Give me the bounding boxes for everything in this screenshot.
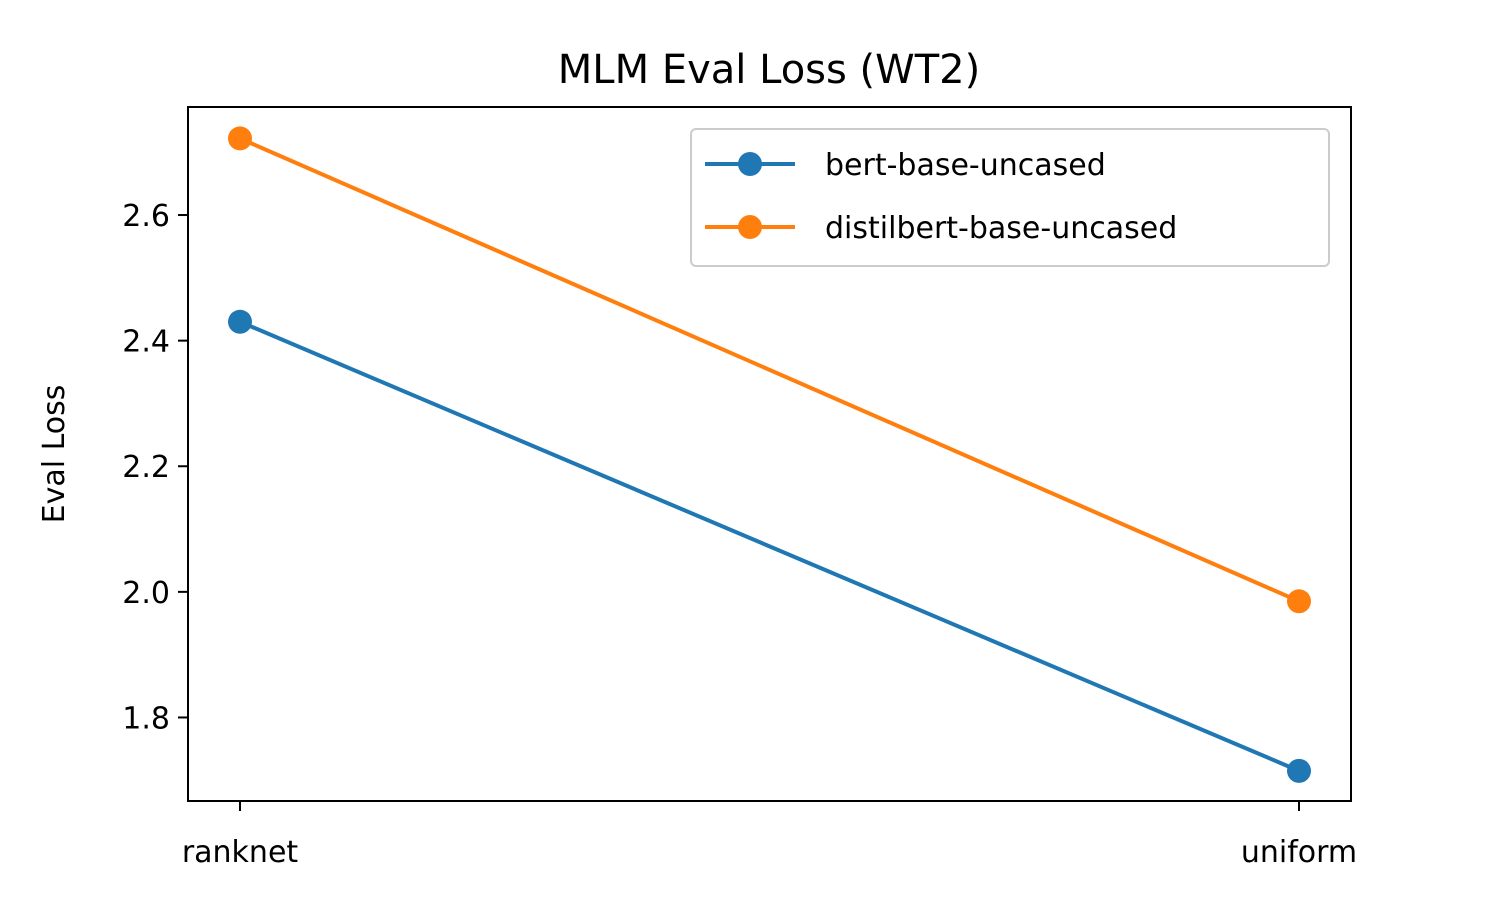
data-point	[1287, 589, 1311, 614]
y-tick-label: 2.6	[122, 199, 170, 234]
y-tick-label: 1.8	[122, 701, 170, 736]
legend-item: bert-base-uncased	[705, 148, 1106, 183]
legend-label: bert-base-uncased	[825, 148, 1106, 183]
y-axis-label: Eval Loss	[37, 385, 72, 524]
legend-marker	[738, 152, 762, 176]
plot-frame	[187, 106, 1352, 802]
legend-label: distilbert-base-uncased	[825, 211, 1177, 246]
data-point	[228, 126, 252, 151]
x-axis: ranknet uniform	[182, 801, 1357, 870]
legend: bert-base-uncased distilbert-base-uncased	[690, 128, 1330, 267]
x-tick-label: ranknet	[182, 835, 299, 870]
y-axis: 1.8 2.0 2.2 2.4 2.6	[122, 199, 188, 736]
legend-marker	[738, 215, 762, 239]
series-layer	[228, 126, 1311, 783]
y-tick-label: 2.4	[122, 325, 170, 360]
legend-item: distilbert-base-uncased	[705, 211, 1177, 246]
data-point	[1287, 758, 1311, 783]
legend-box	[690, 128, 1330, 267]
plot-area: ranknet uniform 1.8 2.0 2.2 2.4 2.6	[122, 106, 1357, 870]
y-tick-label: 2.2	[122, 450, 170, 485]
data-point	[228, 309, 252, 334]
chart-title: MLM Eval Loss (WT2)	[558, 47, 980, 93]
x-tick-label: uniform	[1241, 835, 1357, 870]
series-2	[228, 126, 1311, 614]
series-line	[239, 136, 1300, 604]
y-tick-label: 2.0	[122, 576, 170, 611]
series-line	[239, 319, 1300, 773]
series-1	[228, 309, 1311, 783]
